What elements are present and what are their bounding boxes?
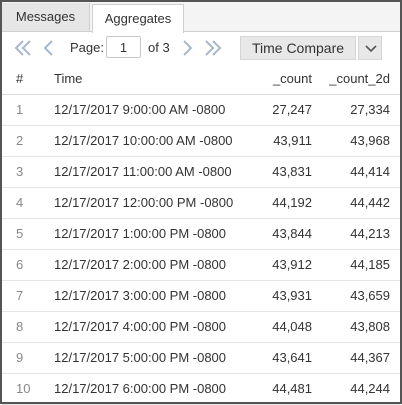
tab-bar: Messages Aggregates <box>2 2 400 33</box>
cell-time: 12/17/2017 10:00:00 AM -0800 <box>52 125 242 157</box>
cell-index: 8 <box>2 311 52 343</box>
column-header-count[interactable]: _count <box>242 64 312 95</box>
cell-count: 43,912 <box>242 249 312 281</box>
cell-time: 12/17/2017 6:00:00 PM -0800 <box>52 373 242 405</box>
cell-count-2d: 44,414 <box>312 156 400 188</box>
cell-count-2d: 43,968 <box>312 125 400 157</box>
cell-count-2d: 27,334 <box>312 94 400 126</box>
cell-time: 12/17/2017 11:00:00 AM -0800 <box>52 156 242 188</box>
table-row[interactable]: 9 12/17/2017 5:00:00 PM -0800 43,641 44,367 <box>2 342 400 374</box>
cell-index: 10 <box>2 373 52 405</box>
table-row[interactable]: 1 12/17/2017 9:00:00 AM -0800 27,247 27,334 <box>2 94 400 126</box>
cell-count-2d: 44,185 <box>312 249 400 281</box>
chevron-down-icon <box>365 45 377 53</box>
tab-aggregates[interactable]: Aggregates <box>92 4 184 33</box>
table-header-row: # Time _count _count_2d <box>2 64 400 95</box>
page-number-input[interactable] <box>106 36 141 58</box>
cell-time: 12/17/2017 5:00:00 PM -0800 <box>52 342 242 374</box>
cell-count-2d: 44,442 <box>312 187 400 219</box>
tab-messages[interactable]: Messages <box>2 3 90 31</box>
column-header-time[interactable]: Time <box>52 64 242 95</box>
table-body: 1 12/17/2017 9:00:00 AM -0800 27,247 27,334… <box>2 94 400 405</box>
cell-time: 12/17/2017 1:00:00 PM -0800 <box>52 218 242 250</box>
cell-count: 43,641 <box>242 342 312 374</box>
chevron-right-icon[interactable] <box>178 37 196 59</box>
cell-count: 27,247 <box>242 94 312 126</box>
cell-count: 44,481 <box>242 373 312 405</box>
cell-count: 43,844 <box>242 218 312 250</box>
table-row[interactable]: 2 12/17/2017 10:00:00 AM -0800 43,911 43,96… <box>2 125 400 157</box>
table-row[interactable]: 4 12/17/2017 12:00:00 PM -0800 44,192 44,44… <box>2 187 400 219</box>
cell-time: 12/17/2017 2:00:00 PM -0800 <box>52 249 242 281</box>
cell-index: 2 <box>2 125 52 157</box>
cell-time: 12/17/2017 4:00:00 PM -0800 <box>52 311 242 343</box>
pagination-toolbar: Page: of 3 Time Compare <box>2 33 400 63</box>
time-compare-dropdown[interactable] <box>358 36 382 60</box>
cell-count-2d: 43,659 <box>312 280 400 312</box>
time-compare-button[interactable]: Time Compare <box>240 36 356 60</box>
cell-index: 6 <box>2 249 52 281</box>
cell-index: 3 <box>2 156 52 188</box>
cell-count-2d: 44,244 <box>312 373 400 405</box>
cell-index: 1 <box>2 94 52 126</box>
cell-time: 12/17/2017 3:00:00 PM -0800 <box>52 280 242 312</box>
cell-count-2d: 44,213 <box>312 218 400 250</box>
results-table: # Time _count _count_2d 1 12/17/2017 9:00… <box>2 64 400 405</box>
cell-index: 4 <box>2 187 52 219</box>
cell-count: 43,911 <box>242 125 312 157</box>
column-header-count-2d[interactable]: _count_2d <box>312 64 400 95</box>
table-row[interactable]: 6 12/17/2017 2:00:00 PM -0800 43,912 44,185 <box>2 249 400 281</box>
table-row[interactable]: 3 12/17/2017 11:00:00 AM -0800 43,831 44,41… <box>2 156 400 188</box>
double-chevron-left-icon[interactable] <box>12 37 34 59</box>
cell-count: 44,192 <box>242 187 312 219</box>
cell-time: 12/17/2017 12:00:00 PM -0800 <box>52 187 242 219</box>
cell-count-2d: 44,367 <box>312 342 400 374</box>
cell-count: 43,931 <box>242 280 312 312</box>
chevron-left-icon[interactable] <box>40 37 58 59</box>
cell-index: 7 <box>2 280 52 312</box>
cell-count: 44,048 <box>242 311 312 343</box>
cell-count-2d: 43,808 <box>312 311 400 343</box>
table-row[interactable]: 10 12/17/2017 6:00:00 PM -0800 44,481 44,24… <box>2 373 400 405</box>
cell-time: 12/17/2017 9:00:00 AM -0800 <box>52 94 242 126</box>
cell-index: 5 <box>2 218 52 250</box>
table-row[interactable]: 5 12/17/2017 1:00:00 PM -0800 43,844 44,213 <box>2 218 400 250</box>
cell-count: 43,831 <box>242 156 312 188</box>
table-row[interactable]: 7 12/17/2017 3:00:00 PM -0800 43,931 43,659 <box>2 280 400 312</box>
table-row[interactable]: 8 12/17/2017 4:00:00 PM -0800 44,048 43,808 <box>2 311 400 343</box>
page-count: of 3 <box>148 40 170 55</box>
column-header-index[interactable]: # <box>2 64 52 95</box>
cell-index: 9 <box>2 342 52 374</box>
double-chevron-right-icon[interactable] <box>202 37 224 59</box>
page-label: Page: <box>70 40 104 55</box>
